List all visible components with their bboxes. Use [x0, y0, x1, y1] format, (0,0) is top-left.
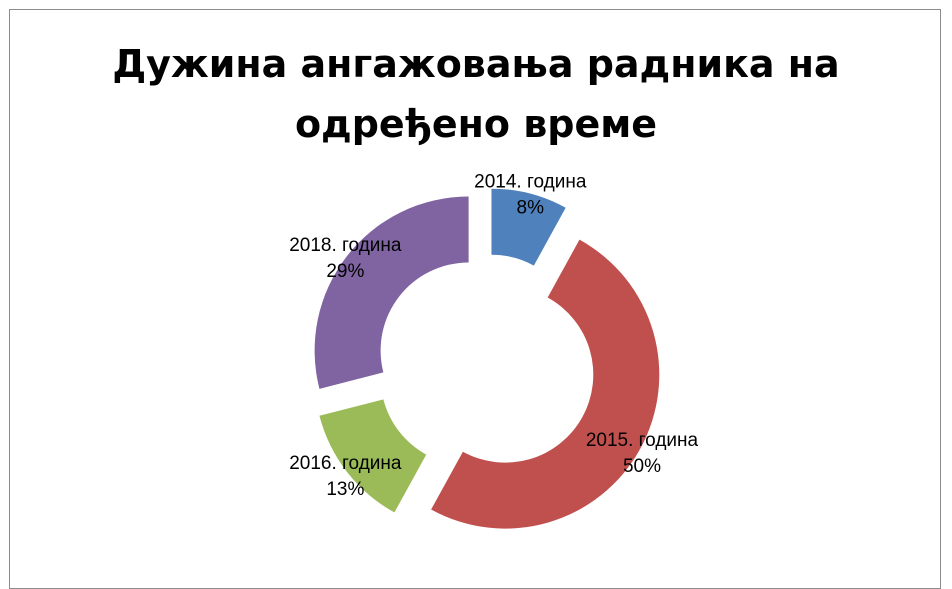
donut-slice-4 [314, 196, 469, 389]
donut-slice-3 [319, 399, 427, 513]
slice-percent-label-1: 8% [517, 198, 545, 219]
slice-category-label-1: 2014. година [474, 172, 587, 193]
donut-chart: 2014. година 8% 2015. година 50% 2016. годин… [289, 172, 699, 529]
donut-slice-1 [491, 188, 566, 266]
slice-category-label-4: 2018. година [289, 235, 402, 256]
chart-title: Дужина ангажовања радника на одређено вр… [0, 34, 952, 154]
slice-percent-label-3: 13% [326, 479, 364, 500]
slice-percent-label-2: 50% [623, 456, 661, 477]
slice-category-label-2: 2015. година [586, 430, 699, 451]
chart-title-line-2: одређено време [294, 102, 658, 146]
slice-category-label-3: 2016. година [289, 453, 402, 474]
chart-title-line-1: Дужина ангажовања радника на [112, 42, 840, 86]
slice-percent-label-4: 29% [326, 261, 364, 282]
donut-slice-2 [431, 239, 660, 529]
